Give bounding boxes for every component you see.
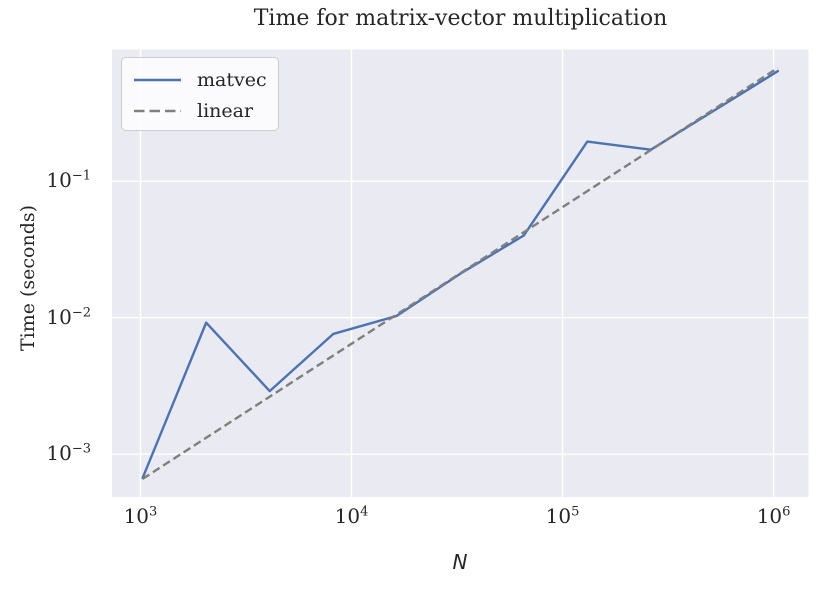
tick-exponent: −2 (71, 305, 91, 321)
y-axis-label: Time (seconds) (17, 204, 39, 352)
tick-base: 10 (46, 168, 72, 193)
tick-exponent: 3 (149, 504, 158, 520)
legend-item-matvec: matvec (133, 64, 278, 95)
x-axis-label: N (452, 550, 468, 574)
series-line-matvec (141, 69, 780, 480)
tick-exponent: 6 (782, 504, 791, 520)
legend-label-linear: linear (197, 99, 254, 122)
tick-base: 10 (46, 441, 72, 466)
tick-exponent: 4 (360, 504, 369, 520)
tick-base: 10 (123, 504, 150, 528)
tick-exponent: −1 (71, 168, 91, 184)
tick-base: 10 (46, 304, 72, 329)
tick-base: 10 (334, 504, 361, 528)
tick-exponent: 5 (571, 504, 580, 520)
x-tick-label: 103 (123, 504, 158, 528)
legend: matvec linear (121, 57, 279, 131)
linear-line-swatch (134, 109, 181, 112)
tick-exponent: −3 (71, 441, 91, 457)
matvec-line-swatch (134, 78, 181, 81)
chart-title: Time for matrix-vector multiplication (253, 6, 668, 31)
tick-base: 10 (756, 504, 783, 528)
x-tick-label: 105 (545, 504, 580, 528)
y-tick-label: 10−3 (46, 441, 91, 466)
legend-item-linear: linear (133, 95, 278, 126)
x-tick-label: 104 (334, 504, 369, 528)
series-line-linear (141, 66, 779, 480)
legend-label-matvec: matvec (197, 68, 267, 91)
y-tick-label: 10−1 (46, 168, 91, 193)
x-tick-label: 106 (756, 504, 791, 528)
tick-base: 10 (545, 504, 572, 528)
y-tick-label: 10−2 (46, 304, 91, 329)
